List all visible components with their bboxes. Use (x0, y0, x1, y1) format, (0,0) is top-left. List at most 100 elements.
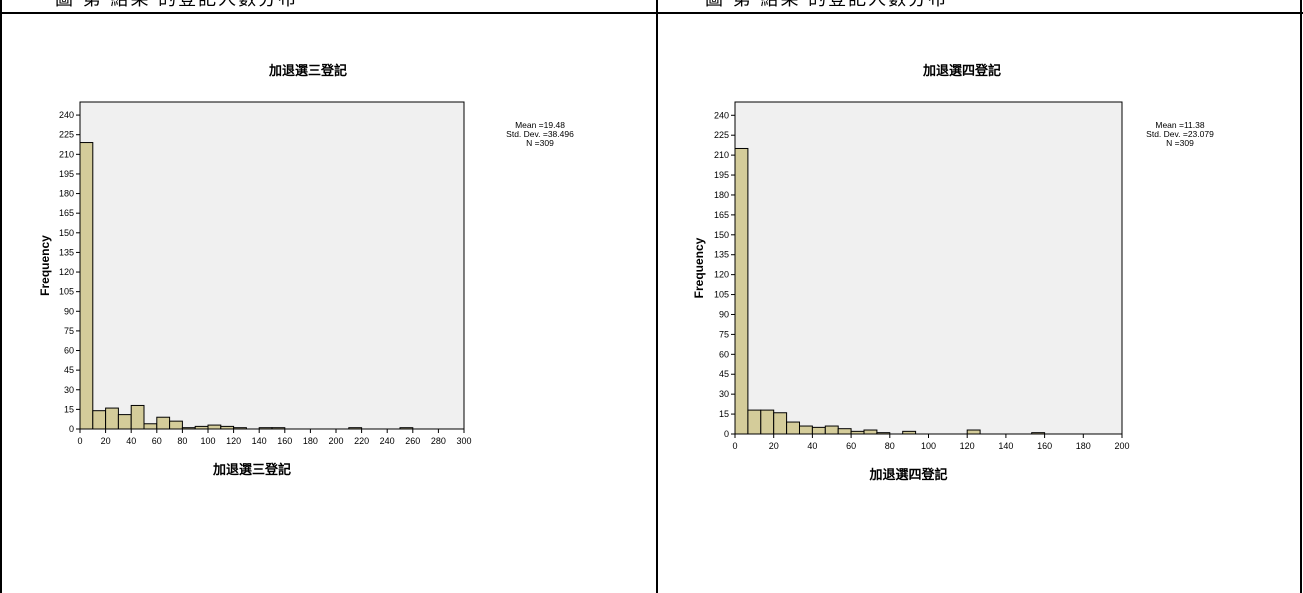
histogram-bar (105, 407, 119, 430)
x-axis-label: 加退選四登記 (868, 467, 947, 483)
y-tick-label: 105 (714, 290, 729, 300)
histogram-bar (130, 404, 145, 430)
histogram-bar (79, 142, 94, 430)
histogram-bar (773, 412, 788, 435)
histogram-bar (207, 424, 222, 430)
y-tick-label: 210 (714, 150, 729, 160)
y-tick-label: 225 (714, 130, 729, 140)
x-tick-label: 40 (807, 441, 817, 451)
x-tick-label: 180 (303, 436, 318, 446)
y-tick-label: 15 (719, 409, 729, 419)
histogram-bar (786, 421, 801, 435)
x-tick-label: 200 (1114, 441, 1129, 451)
y-tick-label: 150 (59, 228, 74, 238)
y-tick-label: 225 (59, 130, 74, 140)
histogram-bar (798, 425, 813, 435)
y-tick-label: 195 (714, 170, 729, 180)
x-tick-label: 240 (380, 436, 395, 446)
histogram-bar (143, 423, 158, 430)
x-tick-label: 0 (77, 436, 82, 446)
x-tick-label: 60 (846, 441, 856, 451)
stats-line: Std. Dev. =23.079 (1146, 129, 1214, 139)
x-tick-label: 260 (405, 436, 420, 446)
histogram-bar (966, 429, 981, 435)
y-tick-label: 45 (719, 369, 729, 379)
histogram-cell-2: 0 15 30 45 60 75 90 105 120 135 150 165 180 195 210 225… (658, 14, 1300, 593)
histogram-bar (824, 425, 839, 435)
x-tick-label: 100 (200, 436, 215, 446)
y-tick-label: 105 (59, 287, 74, 297)
y-tick-label: 75 (719, 329, 729, 339)
y-tick-label: 120 (714, 270, 729, 280)
x-tick-label: 20 (769, 441, 779, 451)
x-tick-label: 280 (431, 436, 446, 446)
plot-frame (79, 101, 465, 430)
y-tick-label: 60 (719, 349, 729, 359)
table-border-right (1300, 0, 1302, 593)
histogram-bar (811, 426, 826, 435)
x-tick-label: 220 (354, 436, 369, 446)
x-tick-label: 80 (177, 436, 187, 446)
stats-line: Mean =19.48 (515, 120, 565, 130)
y-tick-label: 165 (714, 210, 729, 220)
histogram-bar (169, 420, 183, 430)
x-tick-label: 60 (152, 436, 162, 446)
plot-area (735, 102, 1122, 434)
x-tick-label: 140 (252, 436, 267, 446)
x-tick-label: 300 (456, 436, 471, 446)
y-tick-label: 90 (719, 309, 729, 319)
caption-text-right: 圖 第 結果 的登記人數分布 (705, 0, 1265, 9)
y-tick-label: 240 (59, 110, 74, 120)
stats-line: N =309 (1166, 138, 1194, 148)
y-tick-label: 135 (59, 247, 74, 257)
histogram-bar (92, 410, 107, 430)
x-tick-label: 40 (126, 436, 136, 446)
x-tick-label: 20 (101, 436, 111, 446)
caption-text-left: 圖 第 結果 的登記人數分布 (55, 0, 615, 9)
y-tick-label: 30 (719, 389, 729, 399)
stats-line: N =309 (526, 138, 554, 148)
x-tick-label: 100 (921, 441, 936, 451)
y-tick-label: 45 (64, 365, 74, 375)
stats-line: Mean =11.38 (1155, 120, 1205, 130)
x-tick-label: 160 (277, 436, 292, 446)
y-tick-label: 180 (714, 190, 729, 200)
chart-title: 加退選四登記 (922, 63, 1001, 79)
y-tick-label: 120 (59, 267, 74, 277)
histogram-bar (734, 147, 749, 435)
histogram-chart-2: 0 15 30 45 60 75 90 105 120 135 150 165 180 195 210 225… (692, 63, 1214, 483)
y-tick-label: 165 (59, 208, 74, 218)
histogram-bar (760, 409, 775, 435)
plot-area (80, 102, 464, 429)
y-tick-label: 90 (64, 306, 74, 316)
histogram-cell-1: 0 15 30 45 60 75 90 105 120 135 150 165 180 195 210 225… (2, 14, 656, 593)
table-border-left (0, 0, 2, 593)
y-tick-label: 180 (59, 189, 74, 199)
histogram-bar (747, 409, 762, 435)
x-tick-label: 0 (732, 441, 737, 451)
x-axis-label: 加退選三登記 (212, 462, 291, 478)
histogram-bar (837, 428, 852, 435)
table-border-top (0, 12, 1303, 14)
y-tick-label: 195 (59, 169, 74, 179)
caption-strip-left: 圖 第 結果 的登記人數分布 (55, 0, 615, 9)
histogram-chart-1: 0 15 30 45 60 75 90 105 120 135 150 165 180 195 210 225… (38, 63, 574, 478)
x-tick-label: 160 (1037, 441, 1052, 451)
y-tick-label: 240 (714, 110, 729, 120)
y-axis-label: Frequency (692, 237, 706, 298)
y-tick-label: 30 (64, 385, 74, 395)
x-tick-label: 120 (226, 436, 241, 446)
histogram-bar (117, 414, 132, 430)
y-tick-label: 150 (714, 230, 729, 240)
y-tick-label: 75 (64, 326, 74, 336)
caption-strip-right: 圖 第 結果 的登記人數分布 (705, 0, 1265, 9)
stats-line: Std. Dev. =38.496 (506, 129, 574, 139)
y-tick-label: 60 (64, 346, 74, 356)
histogram-bar (156, 416, 171, 430)
x-tick-label: 80 (885, 441, 895, 451)
table-border-middle (656, 0, 658, 593)
y-tick-label: 0 (724, 429, 729, 439)
x-tick-label: 200 (328, 436, 343, 446)
x-tick-label: 120 (960, 441, 975, 451)
y-tick-label: 135 (714, 250, 729, 260)
